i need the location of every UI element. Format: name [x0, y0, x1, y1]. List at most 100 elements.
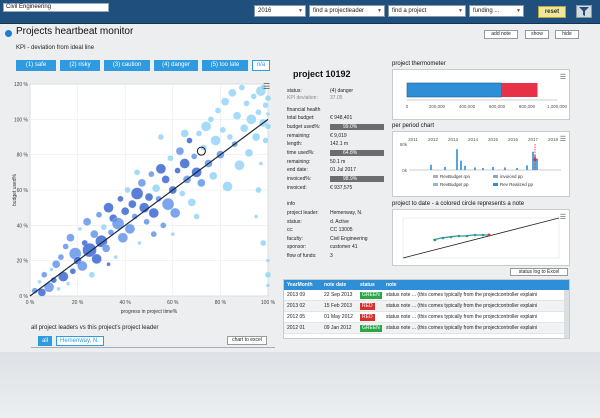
status-badge: RED	[360, 314, 375, 321]
time-used-label: time used%:	[287, 150, 315, 156]
scatter-point	[214, 107, 222, 114]
scatter-point	[200, 121, 212, 132]
cell-yearmonth: 2013 02	[287, 303, 306, 309]
table-row[interactable]: 2013 09 22 Sep 2013 GREEN status note ... (…	[284, 290, 569, 301]
y-tick-label: 120 %	[14, 82, 29, 88]
period-x-tick-label: 2016	[508, 137, 519, 142]
period-bar	[456, 149, 458, 170]
col-note[interactable]: note	[386, 282, 397, 288]
kpi-caution-button[interactable]: (3) caution	[104, 60, 150, 71]
scatter-point	[77, 260, 88, 272]
scatter-point	[117, 232, 128, 243]
leader-button[interactable]: Hemenway, N.	[56, 336, 104, 346]
notes-scrollbar[interactable]	[564, 290, 569, 338]
funding-select[interactable]: funding ... ▼	[469, 5, 524, 17]
menu-icon[interactable]: ☰	[559, 214, 566, 221]
kpi-title: KPI - deviation from ideal line	[16, 45, 95, 51]
scatter-point	[43, 282, 55, 293]
hide-button[interactable]: hide	[555, 30, 579, 39]
add-note-button[interactable]: add note	[484, 30, 518, 39]
scatter-point	[137, 240, 142, 246]
period-legend-swatch	[493, 175, 498, 178]
scatter-point	[264, 123, 272, 130]
kpi-na-button[interactable]: n/a	[252, 60, 270, 71]
scatter-point	[210, 135, 221, 146]
thermometer-chart: 0 200,000 400,000 600,000 800,000 1,000,000	[406, 82, 568, 109]
flow-of-funds-row: flow of funds: 3	[287, 252, 387, 260]
scatter-point	[250, 93, 257, 100]
scatter-point	[58, 271, 69, 282]
scatter-point	[187, 198, 196, 207]
total-budget-value: € 948,401	[330, 115, 353, 121]
thermometer-tick-label: 600,000	[489, 104, 506, 109]
project-details-panel: project 10192 status: (4) danger KPI devi…	[283, 60, 389, 272]
kpi-risky-button[interactable]: (2) risky	[60, 60, 100, 71]
scatter-point	[219, 126, 226, 134]
scatter-point	[124, 186, 131, 194]
period-bar	[430, 164, 432, 170]
project-title: project 10192	[293, 69, 351, 79]
project-leader-label: project leader:	[287, 210, 319, 216]
scatter-point	[255, 109, 262, 116]
projectleader-input[interactable]: find a projectleader ▼	[309, 5, 385, 17]
project-input[interactable]: find a project ▼	[388, 5, 466, 17]
period-bar	[474, 167, 476, 170]
scatter-point	[175, 146, 185, 156]
scatter-point	[77, 226, 83, 232]
project-status-label: status:	[287, 219, 302, 225]
total-budget-label: total budget:	[287, 115, 315, 121]
show-button[interactable]: show	[525, 30, 549, 39]
projectleader-placeholder: find a projectleader	[313, 8, 365, 14]
sponsor-value: customer 41	[330, 244, 358, 250]
remaining-budget-row: remaining: € 9,019	[287, 132, 387, 140]
thermometer-tick-label: 1,000,000	[547, 104, 568, 109]
chart-to-excel-button[interactable]: chart to excel	[227, 336, 267, 345]
scatter-point	[41, 271, 48, 278]
filter-button[interactable]	[576, 5, 592, 18]
kpi-danger-button[interactable]: (4) danger	[154, 60, 198, 71]
period-x-tick-label: 2017	[528, 137, 539, 142]
invoiced-value: € 937,575	[330, 185, 353, 191]
scatter-point	[234, 160, 245, 171]
period-bar	[526, 165, 528, 170]
period-legend-label: invoiced pp	[500, 174, 523, 179]
year-select[interactable]: 2016 ▼	[254, 5, 306, 17]
remaining-time-row: remaining: 50.1 m	[287, 158, 387, 166]
menu-icon[interactable]: ☰	[559, 136, 566, 143]
scatter-point	[174, 167, 181, 174]
remaining-time-label: remaining:	[287, 159, 311, 165]
scatter-point	[88, 271, 96, 278]
kpi-safe-button[interactable]: (1) safe	[16, 60, 56, 71]
thermometer-tick-label: 800,000	[519, 104, 536, 109]
status-badge: GREEN	[360, 325, 382, 332]
funding-placeholder: funding ...	[473, 8, 500, 14]
scatter-point	[264, 271, 272, 278]
table-row[interactable]: 2012 01 09 Jan 2012 GREEN status note ... (…	[284, 323, 569, 334]
scatter-point	[111, 217, 125, 230]
scatter-point	[207, 116, 215, 123]
period-x-tick-label: 2013	[448, 137, 459, 142]
scatter-point	[157, 133, 165, 141]
scatter-point	[179, 190, 186, 197]
department-field[interactable]: Civil Engineering	[3, 3, 109, 12]
scatter-point	[262, 102, 269, 109]
col-yearmonth[interactable]: YearMonth	[287, 282, 313, 288]
period-bar	[532, 151, 534, 170]
status-log-excel-button[interactable]: status log to Excel	[510, 268, 568, 276]
table-row[interactable]: 2013 02 15 Feb 2013 RED status note ... (th…	[284, 301, 569, 312]
remaining-budget-value: € 9,019	[330, 133, 347, 139]
menu-icon[interactable]: ☰	[559, 74, 566, 81]
menu-icon[interactable]: ☰	[263, 82, 271, 91]
ptd-note-circle	[457, 234, 461, 238]
reflection-area	[0, 352, 600, 418]
table-row[interactable]: 2012 05 01 May 2012 RED status note ... (th…	[284, 312, 569, 323]
leaders-row: all Hemenway, N. chart to excel	[31, 336, 275, 348]
ptd-note-circle	[441, 236, 445, 240]
all-leaders-button[interactable]: all	[38, 336, 52, 346]
chevron-down-icon: ▼	[516, 8, 521, 14]
reset-button[interactable]: reset	[538, 6, 566, 18]
kpi-toolate-button[interactable]: (5) too late	[202, 60, 248, 71]
col-status[interactable]: status	[360, 282, 375, 288]
col-note-date[interactable]: note date	[324, 282, 347, 288]
